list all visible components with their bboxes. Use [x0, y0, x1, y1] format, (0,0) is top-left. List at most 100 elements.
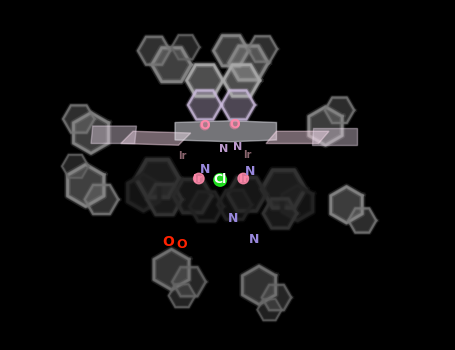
Polygon shape	[173, 179, 212, 213]
Polygon shape	[331, 187, 362, 223]
Polygon shape	[154, 249, 189, 290]
Polygon shape	[152, 48, 191, 82]
Polygon shape	[187, 65, 223, 96]
Text: N: N	[219, 144, 228, 154]
Polygon shape	[67, 164, 104, 206]
Polygon shape	[213, 36, 248, 66]
Polygon shape	[228, 177, 266, 211]
Polygon shape	[172, 35, 199, 60]
Polygon shape	[217, 190, 251, 219]
Text: Ir: Ir	[243, 150, 252, 160]
Polygon shape	[63, 105, 95, 133]
Text: Cl: Cl	[213, 173, 227, 187]
Polygon shape	[73, 113, 109, 153]
Text: N: N	[233, 142, 243, 152]
Polygon shape	[331, 187, 362, 223]
Polygon shape	[223, 65, 260, 96]
Polygon shape	[73, 113, 109, 153]
Polygon shape	[248, 36, 277, 62]
Polygon shape	[229, 46, 268, 80]
Text: N: N	[228, 212, 238, 225]
Polygon shape	[257, 299, 282, 320]
Polygon shape	[62, 155, 89, 178]
Polygon shape	[229, 46, 268, 80]
Polygon shape	[67, 164, 104, 206]
Polygon shape	[312, 128, 357, 145]
Polygon shape	[138, 37, 170, 65]
Text: Ir: Ir	[193, 174, 202, 183]
Text: O: O	[229, 118, 240, 131]
Polygon shape	[172, 267, 206, 296]
Polygon shape	[187, 65, 223, 96]
Polygon shape	[169, 284, 195, 307]
Circle shape	[238, 173, 248, 184]
Polygon shape	[85, 185, 118, 214]
Polygon shape	[188, 90, 222, 120]
Polygon shape	[248, 36, 277, 62]
Polygon shape	[190, 192, 223, 221]
Polygon shape	[128, 174, 159, 211]
Polygon shape	[128, 174, 159, 211]
Polygon shape	[228, 177, 266, 211]
Polygon shape	[325, 98, 354, 123]
Text: O: O	[162, 235, 174, 249]
Polygon shape	[283, 186, 313, 220]
Polygon shape	[136, 160, 179, 197]
Polygon shape	[154, 249, 189, 290]
Polygon shape	[217, 190, 251, 219]
Polygon shape	[325, 98, 354, 123]
Polygon shape	[152, 48, 191, 82]
Text: O: O	[199, 119, 210, 132]
Polygon shape	[63, 105, 95, 133]
Polygon shape	[283, 186, 313, 220]
Polygon shape	[309, 107, 342, 145]
Polygon shape	[262, 285, 291, 310]
Polygon shape	[331, 187, 362, 223]
Polygon shape	[243, 266, 276, 304]
Polygon shape	[217, 190, 251, 219]
Polygon shape	[173, 179, 212, 213]
Text: N: N	[200, 163, 210, 176]
Polygon shape	[63, 105, 95, 133]
Polygon shape	[243, 266, 276, 304]
Polygon shape	[62, 155, 89, 178]
Text: Ir: Ir	[178, 151, 187, 161]
Text: N: N	[248, 233, 259, 246]
Polygon shape	[121, 131, 191, 145]
Polygon shape	[147, 184, 182, 215]
Polygon shape	[147, 184, 182, 215]
Polygon shape	[173, 179, 212, 213]
Polygon shape	[138, 37, 170, 65]
Polygon shape	[223, 65, 260, 96]
Polygon shape	[221, 90, 255, 120]
Polygon shape	[73, 113, 109, 153]
Polygon shape	[257, 299, 282, 320]
Polygon shape	[136, 160, 179, 197]
Polygon shape	[221, 90, 255, 120]
Polygon shape	[262, 170, 305, 208]
Polygon shape	[67, 164, 104, 206]
Polygon shape	[172, 35, 199, 60]
Polygon shape	[223, 65, 260, 96]
Polygon shape	[188, 90, 222, 120]
Polygon shape	[262, 285, 291, 310]
Polygon shape	[248, 36, 277, 62]
Polygon shape	[187, 65, 223, 96]
Polygon shape	[262, 285, 291, 310]
Text: Ir: Ir	[238, 174, 248, 183]
Circle shape	[200, 121, 209, 130]
Circle shape	[193, 173, 204, 184]
Polygon shape	[262, 170, 305, 208]
Polygon shape	[213, 36, 248, 66]
Polygon shape	[257, 299, 282, 320]
Polygon shape	[309, 107, 342, 145]
Polygon shape	[190, 192, 223, 221]
Polygon shape	[138, 37, 170, 65]
Polygon shape	[91, 126, 136, 144]
Polygon shape	[213, 36, 248, 66]
Polygon shape	[283, 186, 313, 220]
Polygon shape	[147, 184, 182, 215]
Polygon shape	[128, 174, 159, 211]
Polygon shape	[228, 177, 266, 211]
Polygon shape	[263, 199, 297, 228]
